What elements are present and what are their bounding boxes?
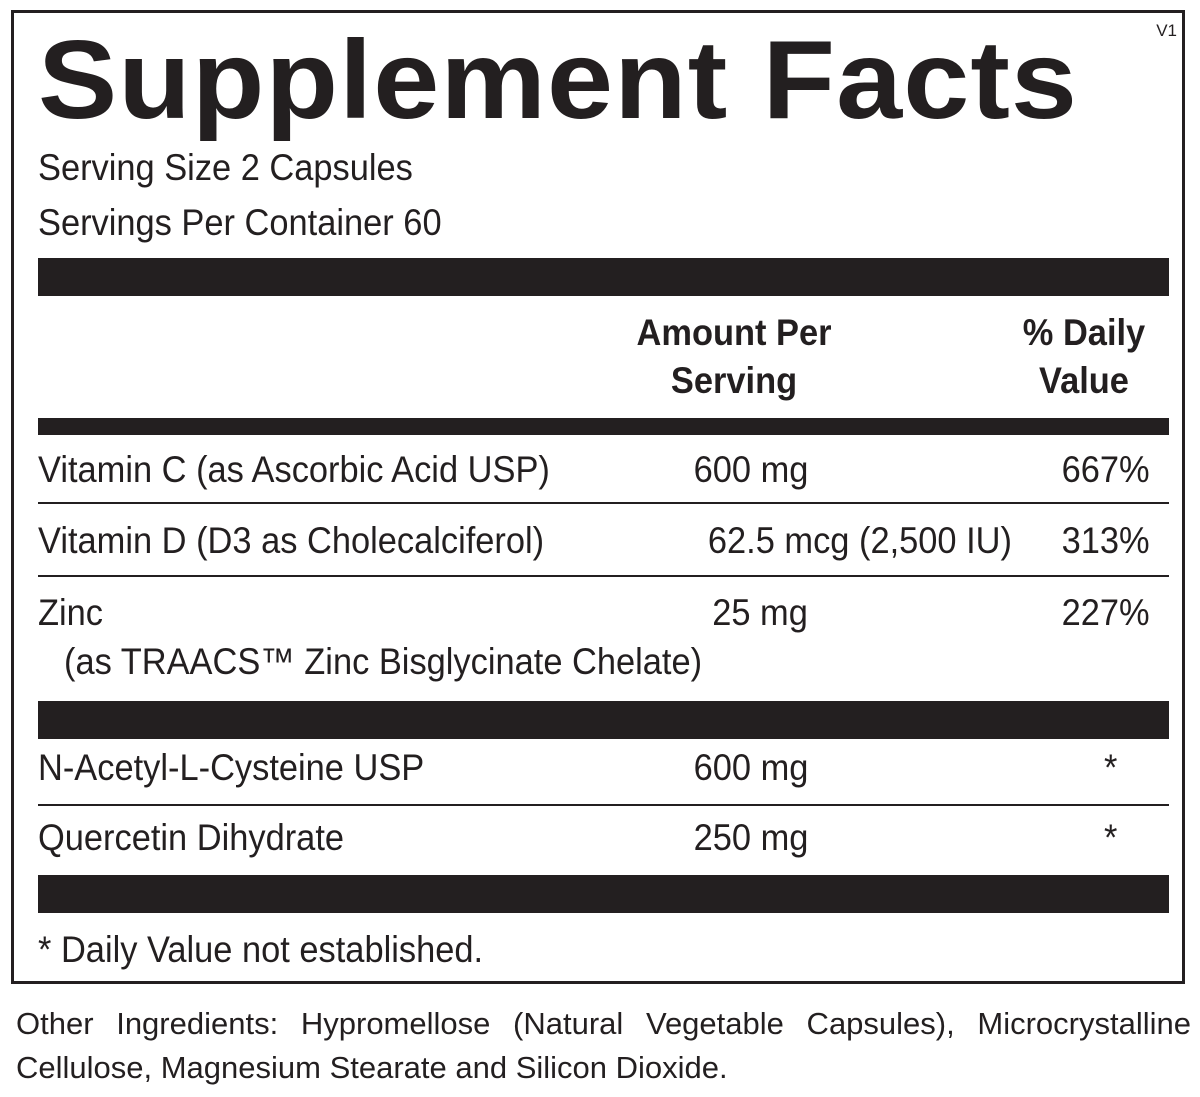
ingredient-name: Quercetin Dihydrate xyxy=(38,817,345,858)
ingredient-amount: 600 mg xyxy=(693,747,808,788)
version-label: V1 xyxy=(1156,21,1177,40)
dv-header-line2: Value xyxy=(1039,360,1129,401)
nutrient-name: Zinc xyxy=(38,592,104,633)
nutrient-subname: (as TRAACS™ Zinc Bisglycinate Chelate) xyxy=(64,641,703,682)
dv-header-line1: % Daily xyxy=(1022,312,1146,353)
nutrient-amount: 600 mg xyxy=(693,449,808,490)
medium-divider xyxy=(38,418,1169,435)
servings-per-container: Servings Per Container 60 xyxy=(38,202,442,243)
ingredient-dv: * xyxy=(1103,747,1117,788)
thick-divider xyxy=(38,701,1169,739)
footnote: * Daily Value not established. xyxy=(38,929,484,970)
panel-title: Supplement Facts xyxy=(38,18,1079,142)
nutrient-amount: 25 mg xyxy=(712,592,808,633)
amount-header-line1: Amount Per xyxy=(636,312,832,353)
nutrient-dv: 313% xyxy=(1061,520,1150,561)
nutrient-dv: 667% xyxy=(1061,449,1150,490)
nutrient-dv: 227% xyxy=(1061,592,1150,633)
ingredient-name: N-Acetyl-L-Cysteine USP xyxy=(38,747,425,788)
amount-header: Amount Per Serving xyxy=(613,309,855,405)
serving-size: Serving Size 2 Capsules xyxy=(38,147,413,188)
thick-divider xyxy=(38,258,1169,296)
nutrient-amount: 62.5 mcg (2,500 IU) xyxy=(707,520,1012,561)
row-divider xyxy=(38,804,1169,806)
ingredient-amount: 250 mg xyxy=(693,817,808,858)
row-divider xyxy=(38,502,1169,504)
row-divider xyxy=(38,575,1169,577)
other-ingredients: Other Ingredients: Hypromellose (Natural… xyxy=(16,1006,1191,1085)
amount-header-line2: Serving xyxy=(670,360,798,401)
nutrient-name: Vitamin C (as Ascorbic Acid USP) xyxy=(38,449,550,490)
ingredient-dv: * xyxy=(1103,817,1117,858)
supplement-facts-panel: Supplement Facts V1 Serving Size 2 Capsu… xyxy=(11,10,1185,984)
nutrient-name: Vitamin D (D3 as Cholecalciferol) xyxy=(38,520,545,561)
daily-value-header: % Daily Value xyxy=(1010,309,1159,405)
thick-divider xyxy=(38,875,1169,913)
